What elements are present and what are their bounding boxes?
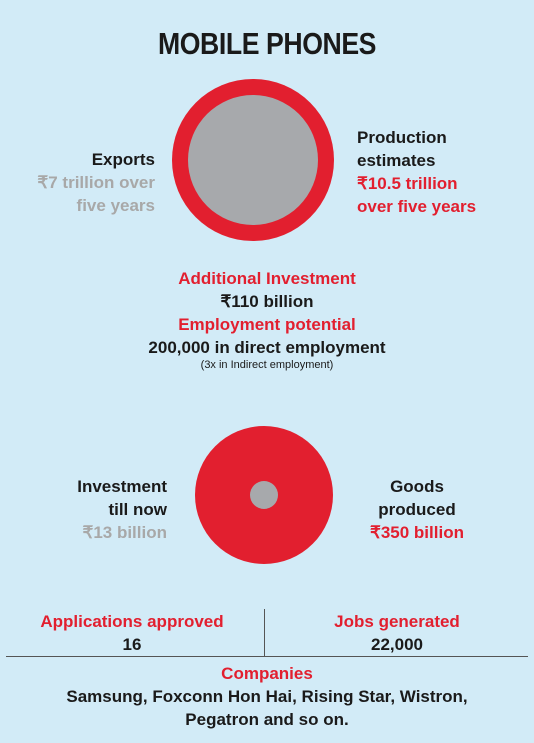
jobs-value: 22,000 [371,635,423,654]
exports-block: Exports ₹7 trillion over five years [0,148,155,217]
production-label-line1: Production [357,128,447,147]
applications-block: Applications approved 16 [0,610,264,656]
companies-label: Companies [221,664,313,683]
investment-inner-dot [250,481,278,509]
page-title: MOBILE PHONES [157,26,377,61]
applications-label: Applications approved [40,612,224,631]
employment-note: (3x in Indirect employment) [200,359,334,371]
companies-line2: Pegatron and so on. [185,710,349,729]
production-label-line2: estimates [357,151,436,170]
goods-value: ₹350 billion [370,523,464,542]
employment-label: Employment potential [178,315,356,334]
goods-produced-block: Goods produced ₹350 billion [358,475,476,544]
column-divider [264,609,265,657]
investment-employment-block: Additional Investment ₹110 billion Emplo… [0,267,534,372]
investment-label-line1: Investment [77,477,167,496]
investment-label-line2: till now [108,500,167,519]
exports-value-line2: five years [76,196,155,215]
additional-investment-label: Additional Investment [178,269,356,288]
goods-investment-disc [195,426,333,564]
production-block: Production estimates ₹10.5 trillion over… [357,126,532,218]
exports-inner-circle [188,95,318,225]
investment-value: ₹13 billion [82,523,168,542]
goods-label-line1: Goods [390,477,444,496]
production-value-line1: ₹10.5 trillion [357,174,458,193]
section-divider [6,656,528,657]
companies-line1: Samsung, Foxconn Hon Hai, Rising Star, W… [66,687,468,706]
production-exports-ring [172,79,334,241]
exports-value-line1: ₹7 trillion over [37,173,155,192]
exports-label: Exports [91,150,155,169]
production-value-line2: over five years [357,197,477,216]
employment-value: 200,000 in direct employment [148,338,386,357]
companies-block: Companies Samsung, Foxconn Hon Hai, Risi… [0,662,534,731]
jobs-label: Jobs generated [334,612,460,631]
additional-investment-value: ₹110 billion [220,292,314,311]
goods-label-line2: produced [378,500,456,519]
jobs-block: Jobs generated 22,000 [265,610,529,656]
investment-till-now-block: Investment till now ₹13 billion [0,475,167,544]
applications-value: 16 [122,635,142,654]
